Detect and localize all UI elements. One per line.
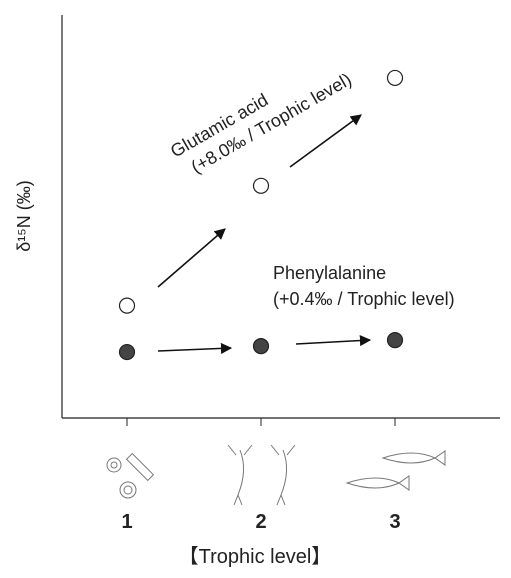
point	[254, 178, 269, 193]
point	[254, 339, 269, 354]
point	[388, 333, 403, 348]
x-tick-label: 2	[255, 511, 266, 533]
chart: δ¹⁵N (‰) 【Trophic level】 Glutamic acid (…	[0, 0, 511, 578]
series-note: (+0.4‰ / Trophic level)	[273, 289, 455, 309]
icons	[107, 445, 445, 505]
series-label: Phenylalanine	[273, 263, 386, 283]
glutamic-annotation: Glutamic acid (+8.0‰ / Trophic level)	[167, 48, 355, 182]
point	[120, 345, 135, 360]
x-tick-label: 1	[121, 511, 132, 533]
point	[120, 298, 135, 313]
y-axis-label: δ¹⁵N (‰)	[14, 180, 34, 251]
point	[388, 70, 403, 85]
x-tick-label: 3	[389, 511, 400, 533]
page: δ¹⁵N (‰) 【Trophic level】 Glutamic acid (…	[0, 0, 511, 578]
x-axis-label: 【Trophic level】	[179, 546, 332, 568]
